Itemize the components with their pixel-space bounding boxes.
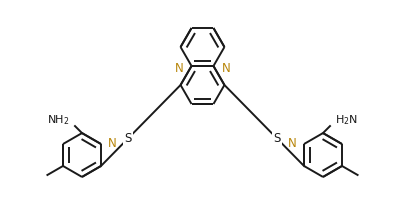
- Text: N: N: [222, 61, 230, 75]
- Text: N: N: [288, 137, 297, 149]
- Text: S: S: [124, 132, 131, 145]
- Text: NH$_2$: NH$_2$: [47, 113, 70, 127]
- Text: N: N: [175, 61, 183, 75]
- Text: H$_2$N: H$_2$N: [335, 113, 358, 127]
- Text: S: S: [274, 132, 281, 145]
- Text: N: N: [108, 137, 117, 149]
